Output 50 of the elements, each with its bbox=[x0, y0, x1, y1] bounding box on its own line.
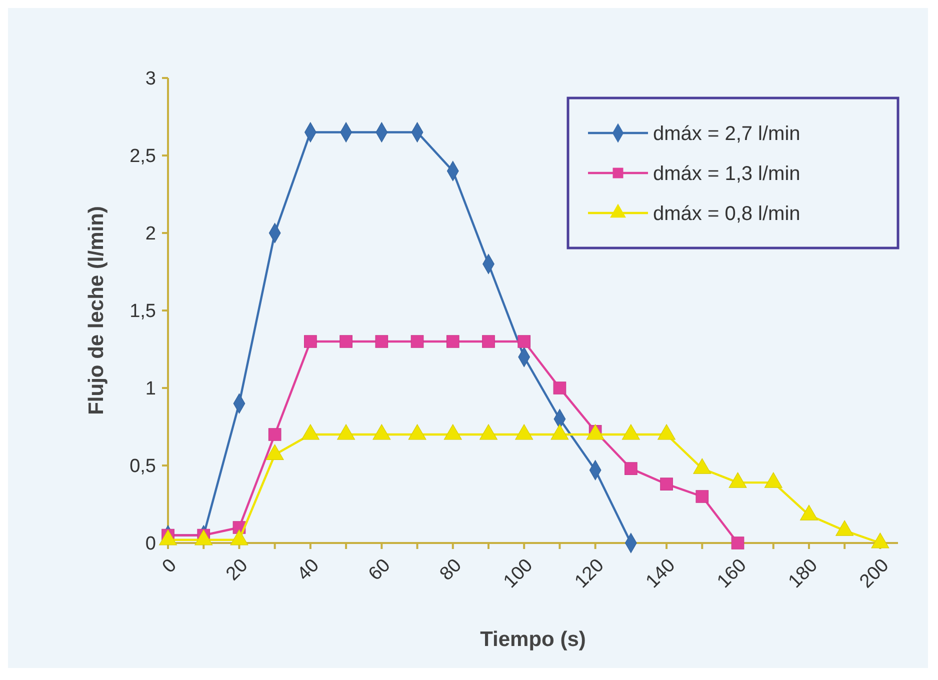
point bbox=[550, 424, 569, 440]
point bbox=[410, 335, 424, 348]
point bbox=[194, 530, 213, 546]
point bbox=[340, 335, 352, 348]
point bbox=[482, 335, 495, 348]
x-tick-label: 40 bbox=[294, 555, 324, 585]
x-tick-label: 140 bbox=[642, 555, 680, 592]
y-tick-label: 2,5 bbox=[130, 146, 156, 168]
x-tick-label: 20 bbox=[222, 555, 252, 585]
point bbox=[230, 530, 248, 546]
point bbox=[693, 458, 712, 474]
x-tick-label: 80 bbox=[436, 555, 466, 585]
x-tick-label: 100 bbox=[500, 555, 538, 592]
point bbox=[658, 424, 676, 440]
point bbox=[375, 335, 388, 348]
y-tick-label: 0 bbox=[145, 534, 156, 555]
y-axis-title: Flujo de leche (l/min) bbox=[85, 206, 108, 415]
point bbox=[728, 472, 747, 488]
point bbox=[836, 520, 854, 536]
point bbox=[446, 335, 460, 348]
point bbox=[372, 424, 391, 440]
point bbox=[800, 504, 818, 520]
y-tick-label: 1 bbox=[145, 378, 156, 400]
point bbox=[764, 472, 782, 488]
point bbox=[408, 424, 426, 440]
legend-label: dmáx = 0,8 l/min bbox=[653, 203, 800, 225]
point bbox=[304, 335, 317, 348]
x-tick-label: 160 bbox=[713, 555, 751, 592]
y-tick-label: 2 bbox=[145, 224, 156, 245]
y-tick-label: 1,5 bbox=[130, 301, 156, 322]
point bbox=[515, 424, 534, 440]
y-tick-label: 0,5 bbox=[130, 456, 156, 478]
point bbox=[480, 424, 498, 440]
point bbox=[301, 424, 320, 440]
point bbox=[553, 382, 566, 394]
x-tick-label: 120 bbox=[570, 555, 608, 592]
point bbox=[266, 444, 284, 460]
x-tick-label: 180 bbox=[784, 555, 822, 592]
point bbox=[159, 530, 177, 546]
point bbox=[622, 424, 640, 440]
legend-label: dmáx = 1,3 l/min bbox=[653, 163, 800, 185]
point bbox=[444, 424, 462, 440]
point bbox=[871, 532, 890, 548]
x-axis-title: Tiempo (s) bbox=[480, 628, 586, 651]
point bbox=[337, 424, 356, 440]
legend-label: dmáx = 2,7 l/min bbox=[653, 123, 800, 145]
point bbox=[518, 335, 531, 348]
x-tick-label: 60 bbox=[364, 555, 395, 585]
y-tick-label: 3 bbox=[145, 68, 156, 90]
x-tick-label: 200 bbox=[856, 555, 894, 592]
